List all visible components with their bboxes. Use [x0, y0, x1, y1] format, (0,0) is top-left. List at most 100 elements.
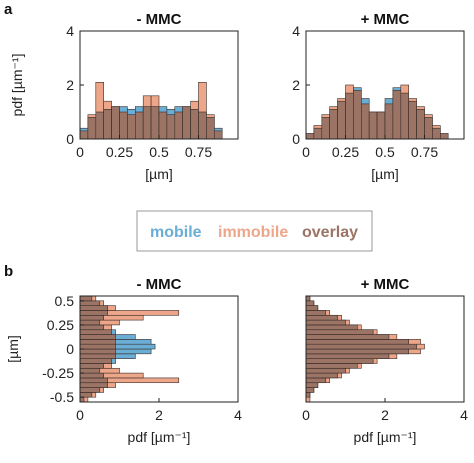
bar-overlay — [305, 305, 319, 311]
bar-overlay — [305, 353, 390, 359]
y-tick-label: 0.5 — [55, 293, 75, 309]
bar-overlay — [79, 387, 101, 393]
x-axis-label: [µm] — [145, 166, 173, 182]
y-tick-label: 2 — [66, 77, 74, 93]
chart-title: + MMC — [361, 276, 410, 293]
bar-overlay — [305, 372, 338, 379]
y-axis-label: pdf [µm⁻¹] — [9, 54, 25, 117]
chart-4: 0 2 4 + MMC pdf [µm⁻¹] — [302, 276, 468, 445]
y-axis-label: [µm] — [5, 335, 21, 363]
legend-box — [136, 210, 373, 252]
y-tick-label: 0 — [66, 341, 74, 357]
legend: mobile immobile overlay — [136, 210, 373, 252]
bar-overlay — [305, 319, 346, 326]
y-tick-label: -0.5 — [50, 389, 74, 405]
bar-overlay — [158, 111, 168, 140]
bar-overlay — [305, 295, 311, 302]
bar-overlay — [79, 339, 116, 345]
bar-overlay — [79, 314, 105, 321]
bar-overlay — [87, 117, 97, 140]
bar-overlay — [337, 100, 346, 140]
bar-overlay — [79, 329, 112, 335]
bar-overlay — [305, 300, 315, 306]
legend-immobile: immobile — [218, 224, 288, 241]
x-tick-label: 0.75 — [411, 144, 438, 160]
chart-2: 0 0.25 0.5 0.75 0 2 4 + MMC [µm] — [292, 11, 465, 182]
x-tick-label: 0.25 — [332, 144, 359, 160]
bar-overlay — [79, 334, 116, 340]
bar-overlay — [79, 382, 108, 388]
bar-overlay — [166, 114, 176, 140]
y-tick-label: 2 — [292, 77, 300, 93]
bar-immobile — [305, 396, 311, 403]
bar-overlay — [305, 310, 327, 316]
legend-overlay: overlay — [302, 224, 358, 241]
x-axis-label: pdf [µm⁻¹] — [354, 429, 417, 445]
bar-overlay — [79, 324, 105, 331]
bar-overlay — [392, 90, 402, 140]
bar-overlay — [79, 353, 116, 359]
bar-overlay — [79, 348, 116, 355]
bar-overlay — [305, 363, 358, 369]
y-tick-label: 4 — [292, 23, 300, 39]
bar-overlay — [360, 103, 370, 140]
bar-overlay — [111, 106, 120, 140]
bar-overlay — [142, 106, 152, 140]
bar-overlay — [206, 117, 215, 140]
bar-overlay — [79, 319, 101, 326]
bar-overlay — [174, 111, 184, 140]
bar-overlay — [376, 111, 386, 140]
legend-mobile: mobile — [150, 224, 202, 241]
bar-overlay — [79, 372, 105, 379]
chart-title: - MMC — [137, 276, 182, 293]
x-tick-label: 0.75 — [185, 144, 212, 160]
bar-overlay — [305, 343, 417, 350]
bar-overlay — [305, 387, 315, 393]
chart-1: 0 0.25 0.5 0.75 0 2 4 - MMC [µm] pdf [µm⁻¹] — [9, 11, 239, 182]
bar-overlay — [305, 133, 315, 140]
x-tick-label: 0 — [302, 407, 310, 423]
bar-overlay — [384, 103, 394, 140]
bar-overlay — [79, 295, 93, 302]
x-tick-label: 0.5 — [149, 144, 169, 160]
bar-overlay — [305, 339, 409, 345]
x-tick-label: 4 — [460, 407, 468, 423]
bar-overlay — [103, 109, 112, 140]
bar-overlay — [305, 358, 374, 364]
bar-overlay — [305, 324, 358, 331]
bar-overlay — [400, 92, 409, 140]
x-tick-label: 0 — [76, 407, 84, 423]
x-tick-label: 2 — [155, 407, 163, 423]
x-tick-label: 0.25 — [106, 144, 133, 160]
x-tick-label: 0.5 — [375, 144, 395, 160]
bar-overlay — [305, 334, 390, 340]
bar-overlay — [305, 367, 346, 374]
y-tick-label: 0 — [292, 131, 300, 147]
y-tick-label: 0.25 — [47, 317, 74, 333]
bar-overlay — [127, 114, 136, 140]
x-axis-label: pdf [µm⁻¹] — [128, 429, 191, 445]
panel-label-b: b — [4, 263, 13, 280]
bar-overlay — [182, 106, 191, 140]
bar-overlay — [432, 127, 441, 140]
bar-overlay — [439, 133, 449, 140]
bar-overlay — [345, 92, 354, 140]
bar-overlay — [305, 348, 409, 355]
y-tick-label: 4 — [66, 23, 74, 39]
bar-overlay — [305, 382, 319, 388]
bar-overlay — [313, 127, 323, 140]
y-tick-label: -0.25 — [42, 365, 74, 381]
bar-overlay — [79, 305, 108, 311]
bar-overlay — [79, 367, 101, 374]
panel-label-a: a — [4, 1, 13, 18]
bar-overlay — [79, 377, 108, 384]
x-tick-label: 0 — [76, 144, 84, 160]
x-tick-label: 2 — [381, 407, 389, 423]
bar-overlay — [321, 117, 330, 140]
bar-overlay — [353, 90, 362, 140]
bar-overlay — [119, 111, 128, 140]
chart-title: - MMC — [137, 11, 182, 28]
bar-overlay — [198, 111, 207, 140]
bar-overlay — [79, 358, 112, 364]
